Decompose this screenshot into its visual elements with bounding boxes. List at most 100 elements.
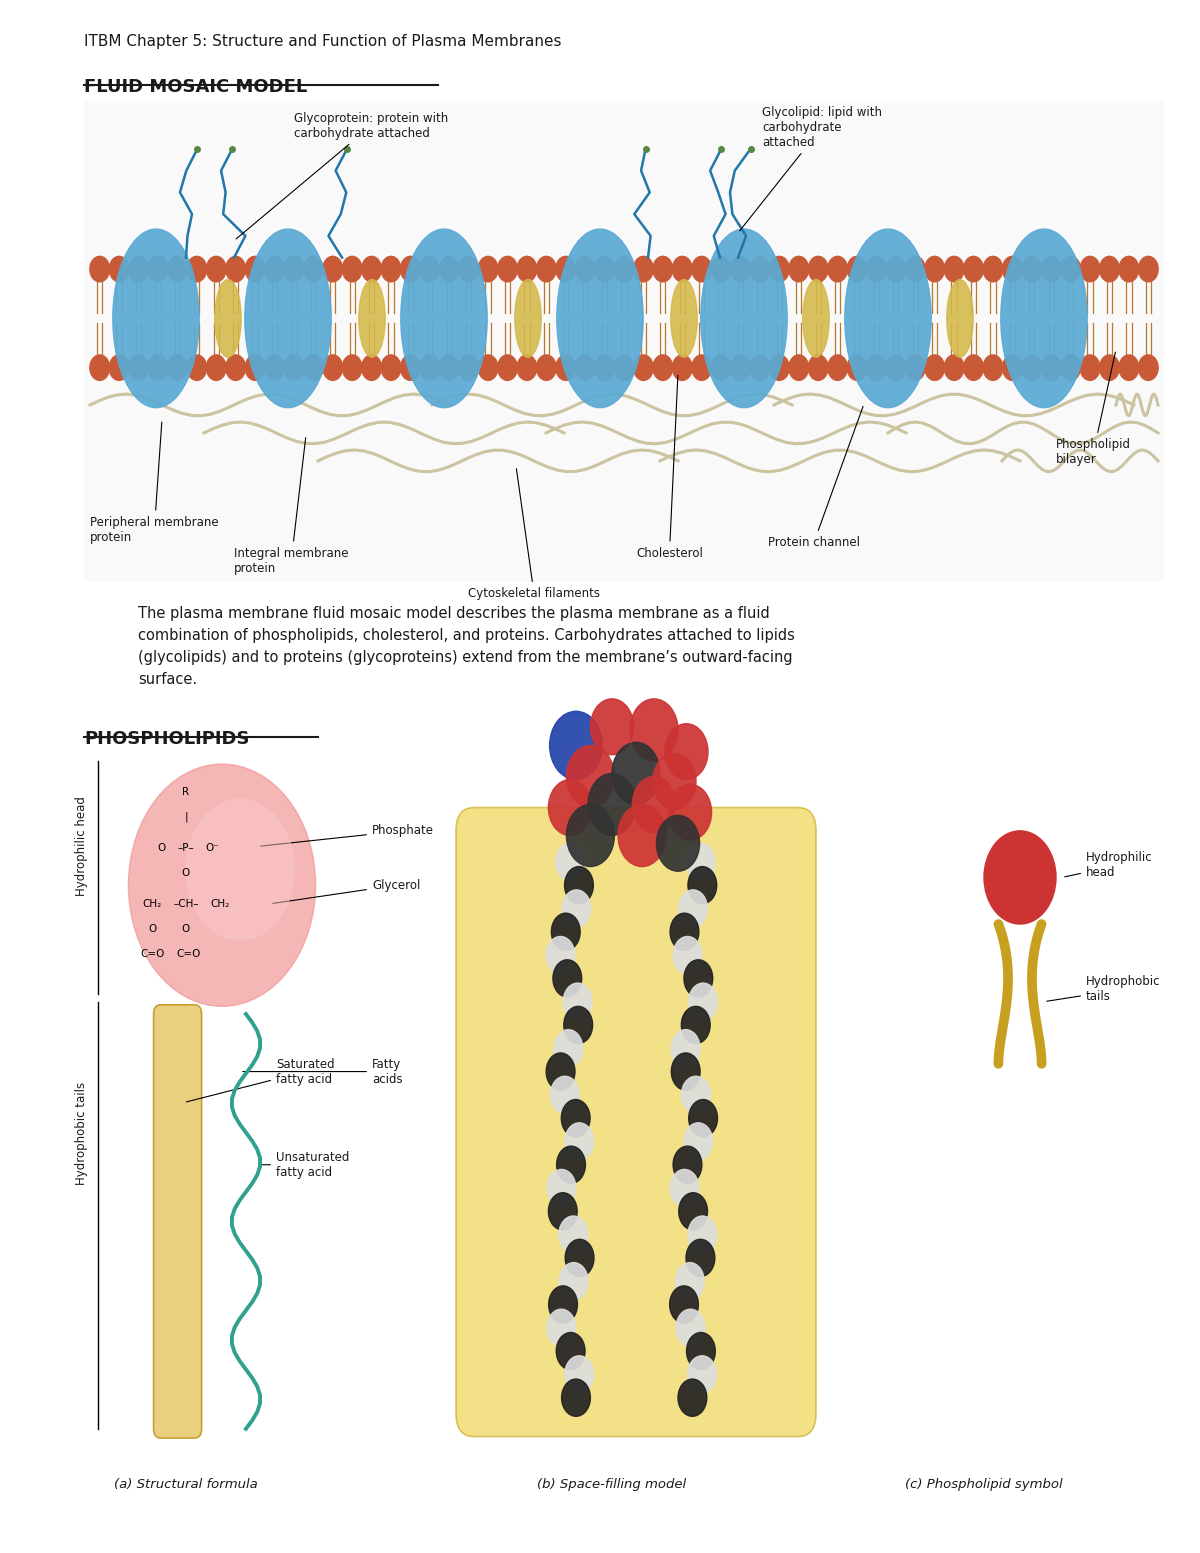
Text: Glycerol: Glycerol [272,879,420,904]
Circle shape [682,1076,710,1114]
Circle shape [548,780,592,836]
Ellipse shape [947,280,973,357]
Circle shape [686,1332,715,1370]
Circle shape [479,356,498,380]
Ellipse shape [359,280,385,357]
Circle shape [731,356,750,380]
Circle shape [148,356,168,380]
FancyBboxPatch shape [154,1005,202,1438]
Circle shape [712,256,731,281]
Circle shape [688,1216,716,1253]
Circle shape [671,1030,700,1067]
Circle shape [1120,356,1139,380]
Circle shape [206,356,226,380]
Circle shape [458,256,479,281]
Circle shape [420,256,439,281]
Circle shape [1099,256,1120,281]
Circle shape [536,256,556,281]
Circle shape [1139,256,1158,281]
Circle shape [847,256,866,281]
Text: Hydrophobic tails: Hydrophobic tails [76,1082,88,1185]
Circle shape [517,356,536,380]
Circle shape [925,256,944,281]
Circle shape [284,356,304,380]
Circle shape [886,256,906,281]
Circle shape [565,1356,594,1393]
Circle shape [546,1053,575,1090]
Circle shape [668,784,712,840]
Circle shape [206,256,226,281]
Text: O⁻: O⁻ [205,843,220,853]
Circle shape [109,356,128,380]
Text: Cholesterol: Cholesterol [636,376,703,559]
Circle shape [401,256,420,281]
Text: Glycoprotein: protein with
carbohydrate attached: Glycoprotein: protein with carbohydrate … [236,112,449,239]
Circle shape [284,256,304,281]
Circle shape [226,256,246,281]
Circle shape [595,256,614,281]
Text: Glycolipid: lipid with
carbohydrate
attached: Glycolipid: lipid with carbohydrate atta… [739,106,882,231]
Circle shape [684,960,713,997]
Circle shape [304,256,323,281]
Circle shape [1099,356,1120,380]
Circle shape [564,1006,593,1044]
Circle shape [1022,356,1042,380]
Circle shape [1002,256,1022,281]
Circle shape [551,913,580,950]
Circle shape [557,1332,586,1370]
Circle shape [944,356,964,380]
Ellipse shape [671,280,697,357]
Text: Saturated
fatty acid: Saturated fatty acid [186,1058,335,1103]
Circle shape [498,356,517,380]
Circle shape [559,1216,588,1253]
Circle shape [562,890,590,927]
Circle shape [265,356,284,380]
Circle shape [671,1053,700,1090]
Text: Integral membrane
protein: Integral membrane protein [234,438,348,575]
Circle shape [679,1193,708,1230]
Circle shape [673,1146,702,1183]
Circle shape [1080,256,1100,281]
Circle shape [90,356,109,380]
Circle shape [653,356,673,380]
Circle shape [187,256,206,281]
Circle shape [686,1239,715,1277]
Text: R: R [182,787,190,797]
Circle shape [556,256,576,281]
Text: ITBM Chapter 5: Structure and Function of Plasma Membranes: ITBM Chapter 5: Structure and Function o… [84,34,562,50]
Ellipse shape [515,280,541,357]
Circle shape [565,1239,594,1277]
Circle shape [828,356,847,380]
Text: FLUID MOSAIC MODEL: FLUID MOSAIC MODEL [84,78,307,96]
Circle shape [682,1006,710,1044]
Circle shape [566,745,614,808]
Circle shape [618,804,666,867]
Circle shape [632,776,676,832]
Circle shape [689,983,718,1020]
Circle shape [342,256,362,281]
Circle shape [590,699,634,755]
Ellipse shape [701,230,787,407]
Circle shape [565,1123,594,1160]
Text: (b) Space-filling model: (b) Space-filling model [538,1478,686,1491]
Circle shape [612,742,660,804]
Circle shape [556,356,576,380]
Circle shape [245,356,265,380]
Circle shape [557,1146,586,1183]
Circle shape [925,356,944,380]
Circle shape [1061,256,1080,281]
Circle shape [562,1379,590,1416]
Text: C=O: C=O [176,949,200,958]
Circle shape [614,256,634,281]
Circle shape [964,256,983,281]
Text: Hydrophilic
head: Hydrophilic head [1064,851,1153,879]
Circle shape [788,256,809,281]
Circle shape [361,356,382,380]
Text: O: O [158,843,166,853]
Circle shape [439,256,460,281]
Circle shape [983,256,1003,281]
Circle shape [634,256,653,281]
Circle shape [536,356,556,380]
Circle shape [1022,256,1042,281]
Text: –CH–: –CH– [173,899,199,909]
